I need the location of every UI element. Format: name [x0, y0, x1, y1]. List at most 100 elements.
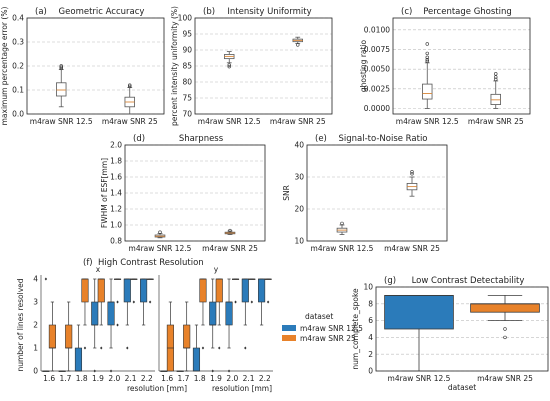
y-tick-label: 85: [182, 62, 192, 71]
y-axis-label: num_complete_spoke: [351, 288, 360, 370]
y-tick-label: 30: [294, 173, 304, 182]
outlier-point: [227, 64, 231, 69]
chart-title: Percentage Ghosting: [423, 7, 512, 17]
x-tick-label: m4raw SNR 12.5: [198, 117, 261, 126]
y-tick-label: 75: [182, 94, 192, 103]
outlier-point: [266, 300, 270, 304]
x-tick-label: 2.0: [108, 374, 120, 383]
box-2: [470, 294, 540, 340]
y-axis-label: FWHM of ESF[mm]: [100, 158, 109, 228]
y-tick-label: 6: [368, 316, 373, 325]
box-2: [292, 36, 303, 47]
subplot-title: x: [96, 265, 101, 274]
panel-c: 0.0000 0.0025 0.0050 0.0075 0.0100 (c) Percent…: [359, 7, 531, 126]
outlier-point: [227, 369, 231, 373]
outlier-point: [494, 72, 498, 76]
x-tick-label: 1.8: [76, 374, 88, 383]
box-snr12: [160, 370, 168, 372]
axes-frame: [194, 17, 333, 115]
outlier-point: [116, 323, 119, 327]
y-tick-label: 0.0: [12, 110, 24, 119]
y-tick-label: 1.2: [110, 205, 122, 214]
y-tick-label: 100: [178, 14, 193, 23]
box-body: [192, 347, 201, 372]
box-snr25: [248, 278, 256, 304]
box-body: [215, 278, 223, 303]
y-tick-label: 80: [182, 78, 192, 87]
y-tick-label: 0.3: [12, 38, 24, 47]
outlier-point: [132, 300, 136, 304]
x-tick-label: m4raw SNR 12.5: [396, 117, 459, 126]
outlier-point: [201, 346, 205, 350]
box-snr12: [123, 278, 131, 350]
x-axis-label: resolution [mm]: [127, 384, 187, 393]
x-axis-label: resolution [mm]: [212, 384, 272, 393]
y-tick-label: 2.0: [110, 141, 122, 150]
y-tick-label: 20: [294, 205, 304, 214]
chart-title: Low Contrast Detectability: [412, 276, 525, 286]
box-snr25: [264, 278, 272, 304]
panel-label: (f): [83, 258, 93, 268]
outlier-point: [410, 170, 414, 174]
y-tick-label: 0.0075: [364, 45, 390, 54]
y-tick-label: 1.6: [110, 173, 122, 182]
outlier-point: [128, 83, 132, 87]
subplot-x: 0 1 2 3 4 x 1.6 1.7 1.8 1.9 2.0 2.1 2.2: [33, 265, 155, 383]
outlier-point: [59, 64, 63, 68]
axes-frame: [375, 286, 549, 372]
box-snr12: [241, 278, 249, 350]
box-body: [74, 347, 83, 372]
box-snr25: [97, 278, 105, 350]
y-axis-label: maximum percentage error (%): [0, 7, 9, 126]
y-tick-label: 4: [33, 275, 38, 284]
box-body: [140, 278, 148, 303]
outlier-point: [100, 346, 103, 350]
box-body: [97, 278, 105, 303]
panel-label: (g): [384, 276, 396, 286]
outlier-point: [83, 346, 87, 350]
outlier-point: [340, 221, 344, 226]
y-tick-label: 0.8: [110, 237, 122, 246]
y-tick-label: 1.4: [110, 189, 122, 198]
outlier-point: [93, 369, 96, 373]
y-tick-label: 1.8: [110, 157, 122, 166]
y-tick-label: 70: [182, 110, 192, 119]
box-snr12: [176, 370, 184, 372]
box-snr25: [215, 278, 223, 350]
x-tick-label: m4raw SNR 25: [468, 117, 524, 126]
box-snr12: [58, 370, 66, 372]
outlier-point: [503, 335, 507, 340]
box-snr25: [113, 278, 122, 327]
box-snr25: [166, 301, 174, 372]
y-tick-label: 3: [33, 298, 38, 307]
panel-label: (b): [203, 7, 215, 17]
x-tick-label: 1.9: [210, 374, 222, 383]
box-snr25: [65, 301, 73, 372]
x-tick-label: m4raw SNR 12.5: [30, 117, 93, 126]
box-snr25: [130, 278, 138, 304]
outlier-point: [59, 66, 63, 71]
x-tick-label: 1.6: [161, 374, 173, 383]
box-body: [422, 83, 433, 100]
outlier-point: [227, 63, 231, 67]
legend-title: dataset: [305, 312, 333, 321]
x-tick-label: m4raw SNR 25: [102, 117, 158, 126]
y-tick-label: 1: [33, 344, 38, 353]
x-tick-label: m4raw SNR 25: [477, 374, 533, 383]
outlier-point: [228, 228, 232, 233]
x-tick-label: 2.2: [259, 374, 271, 383]
box-snr25: [81, 278, 89, 350]
outlier-point: [116, 300, 119, 304]
outlier-point: [296, 43, 300, 47]
box-1: [384, 294, 454, 372]
y-axis-label: ghosting ratio: [359, 39, 368, 92]
panel-label: (e): [315, 134, 327, 144]
x-tick-label: 2.2: [141, 374, 153, 383]
y-tick-label: 0: [33, 367, 38, 376]
axes-frame: [26, 17, 165, 115]
legend-swatch: [282, 325, 296, 331]
box-body: [48, 324, 56, 349]
y-axis-label: SNR: [282, 185, 291, 201]
